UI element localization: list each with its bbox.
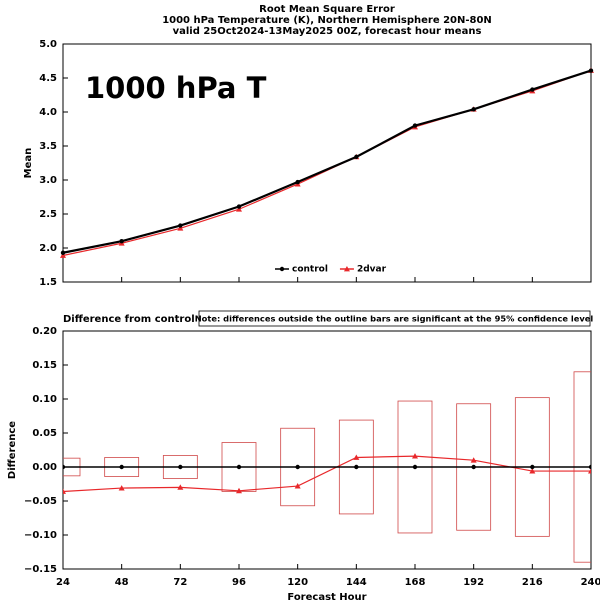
marker (60, 250, 66, 255)
chart-title: Root Mean Square Error (259, 4, 395, 15)
chart-subtitle: 1000 hPa Temperature (K), Northern Hemis… (162, 15, 492, 26)
marker (588, 468, 591, 474)
marker (354, 154, 359, 160)
chart-subtitle: valid 25Oct2024-13May2025 00Z, forecast … (173, 26, 482, 37)
x-tick-label: 72 (173, 577, 187, 588)
marker (177, 484, 184, 490)
marker (236, 204, 242, 209)
marker (412, 453, 418, 459)
marker (63, 488, 66, 494)
marker (236, 487, 242, 494)
marker (294, 483, 301, 489)
x-axis-label: Forecast Hour (287, 592, 366, 603)
y-axis-label: Mean (23, 148, 34, 179)
y-tick-label: −0.15 (24, 564, 57, 575)
y-tick-label: 0.10 (32, 394, 57, 405)
marker (177, 225, 184, 231)
x-tick-label: 168 (405, 577, 426, 588)
x-tick-label: 24 (56, 577, 70, 588)
marker (354, 464, 359, 470)
y-tick-label: 0.00 (32, 462, 57, 473)
legend-marker (343, 266, 350, 272)
marker (178, 464, 183, 470)
y-tick-label: 2.0 (39, 243, 57, 254)
plot-layer (60, 67, 594, 258)
y-tick-label: −0.10 (24, 530, 57, 541)
panel-title: Difference from control (63, 314, 195, 325)
legend-label: 2dvar (357, 265, 387, 275)
marker (178, 223, 183, 228)
marker (588, 68, 594, 73)
marker (353, 454, 360, 460)
y-tick-label: 5.0 (39, 39, 57, 50)
x-tick-label: 240 (581, 577, 600, 588)
marker (470, 457, 477, 463)
plot-area (62, 330, 592, 570)
marker (236, 206, 242, 212)
y-tick-label: 3.0 (39, 175, 57, 186)
x-tick-label: 192 (463, 577, 484, 588)
marker (295, 464, 300, 470)
y-tick-label: 0.15 (32, 360, 57, 371)
marker (236, 464, 242, 470)
x-tick-label: 48 (115, 577, 129, 588)
marker (471, 464, 476, 470)
marker (529, 468, 536, 474)
marker (119, 239, 124, 244)
marker (530, 464, 535, 470)
annotation: 1000 hPa T (85, 71, 267, 105)
marker (471, 107, 476, 112)
marker (412, 123, 418, 128)
x-tick-label: 144 (346, 577, 367, 588)
series-line (63, 455, 591, 493)
marker (295, 179, 300, 185)
y-tick-label: 1.5 (39, 277, 57, 288)
note: Note: differences outside the outline ba… (195, 314, 594, 324)
x-tick-label: 216 (522, 577, 543, 588)
legend-label: control (292, 265, 328, 275)
marker (118, 485, 125, 491)
marker (63, 464, 66, 470)
y-tick-label: 4.5 (39, 73, 57, 84)
x-tick-label: 96 (232, 577, 246, 588)
legend-marker (279, 266, 285, 272)
marker (588, 464, 591, 470)
plot-area (62, 43, 592, 283)
marker (60, 252, 66, 258)
y-tick-label: 0.05 (32, 428, 57, 439)
y-tick-label: 2.5 (39, 209, 57, 220)
x-tick-label: 120 (287, 577, 308, 588)
marker (412, 464, 418, 470)
note-box (198, 310, 591, 327)
y-axis-label: Difference (7, 421, 18, 479)
y-tick-label: −0.05 (24, 496, 57, 507)
y-tick-label: 4.0 (39, 107, 57, 118)
y-tick-label: 0.20 (32, 326, 57, 337)
marker (119, 464, 124, 470)
marker (530, 87, 535, 92)
series-line (62, 69, 592, 254)
y-tick-label: 3.5 (39, 141, 57, 152)
plot-layer (63, 371, 591, 563)
